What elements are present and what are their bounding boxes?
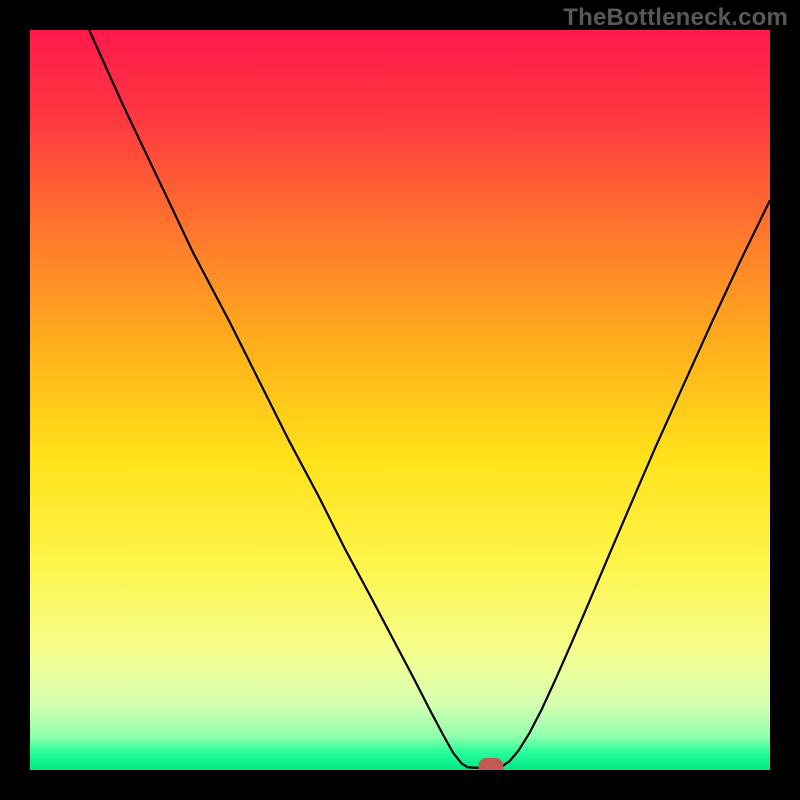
watermark-text: TheBottleneck.com bbox=[563, 4, 788, 32]
optimal-marker bbox=[478, 758, 503, 770]
plot-area bbox=[30, 30, 770, 770]
chart-frame: TheBottleneck.com bbox=[0, 0, 800, 800]
curve-path bbox=[89, 30, 770, 768]
bottleneck-curve bbox=[30, 30, 770, 770]
